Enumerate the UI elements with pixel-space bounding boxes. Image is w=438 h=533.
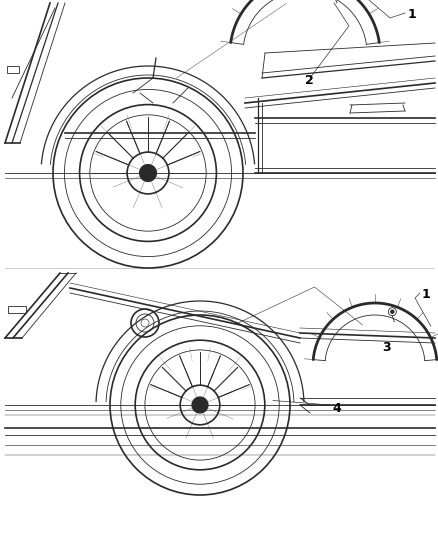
Text: 1: 1 xyxy=(422,288,431,302)
Text: 3: 3 xyxy=(382,341,391,354)
Bar xyxy=(0,270,438,533)
Circle shape xyxy=(391,310,394,313)
Text: 4: 4 xyxy=(332,401,341,415)
Text: 2: 2 xyxy=(305,75,314,87)
Text: 1: 1 xyxy=(408,9,417,21)
Circle shape xyxy=(192,397,208,413)
Bar xyxy=(0,0,438,265)
Bar xyxy=(7,66,19,73)
Bar xyxy=(8,306,26,313)
Circle shape xyxy=(140,165,156,181)
